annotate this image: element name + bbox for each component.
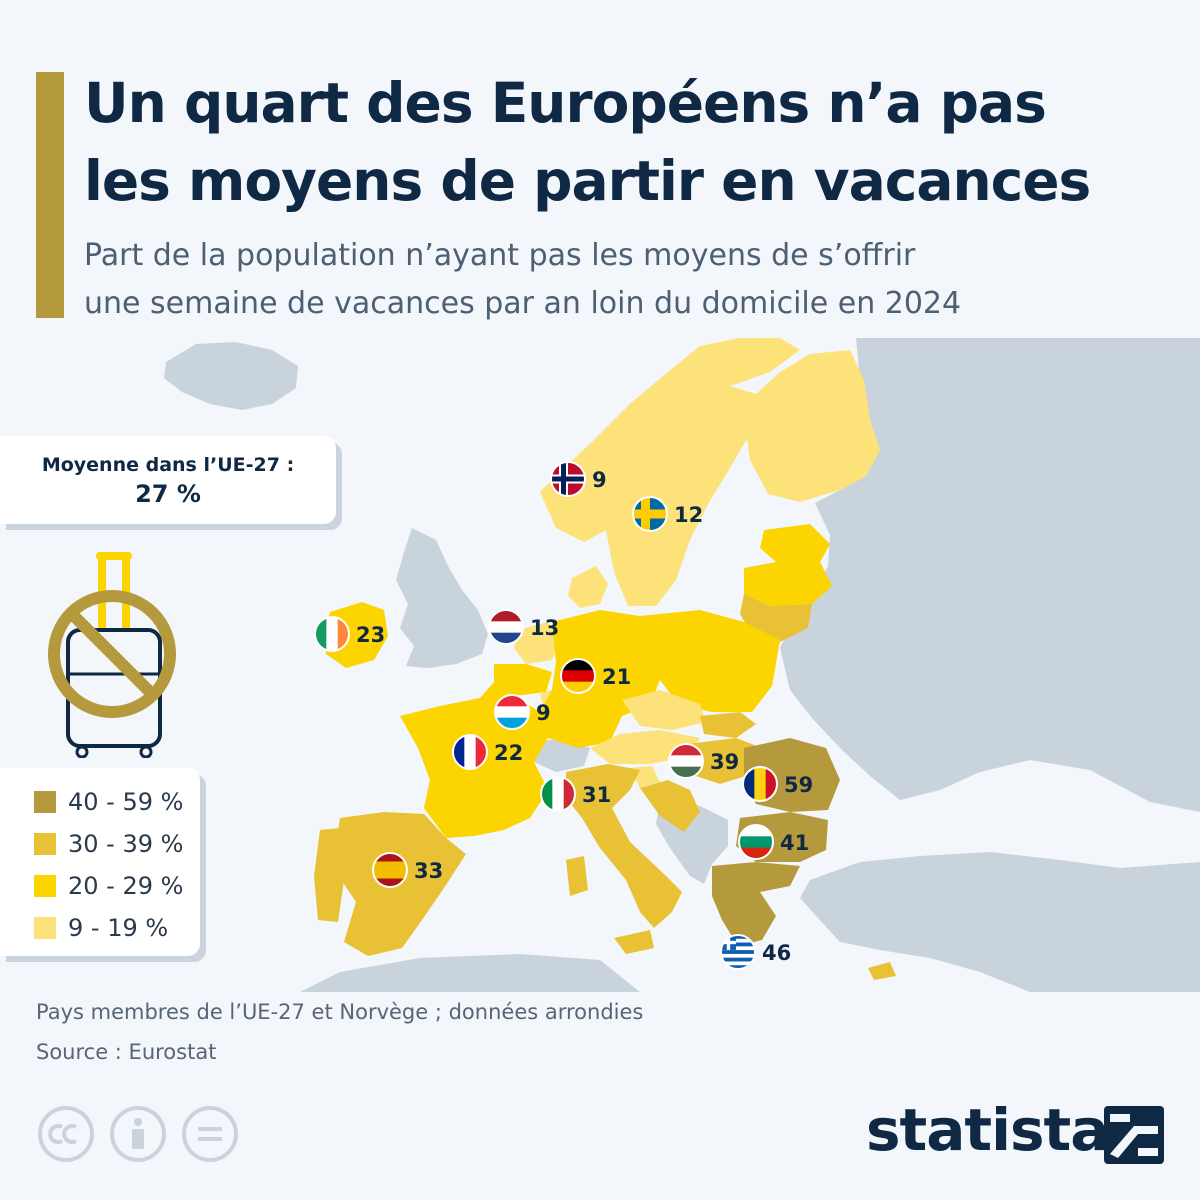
flag-ro-icon [743, 767, 777, 801]
title-accent-bar [36, 72, 64, 318]
no-suitcase-icon [48, 552, 176, 758]
flag-it-icon [541, 777, 575, 811]
country-sicily [614, 930, 654, 954]
legend-swatch [34, 917, 56, 939]
land-north-africa [300, 954, 640, 992]
value-label-se: 12 [674, 503, 703, 527]
subtitle-line-2: une semaine de vacances par an loin du d… [84, 286, 962, 321]
legend-label: 20 - 29 % [68, 872, 184, 900]
legend-item-9-19: 9 - 19 % [34, 910, 168, 946]
country-label-hu: 39 [668, 743, 739, 779]
legend-item-30-39: 30 - 39 % [34, 826, 183, 862]
country-italy [566, 764, 682, 928]
flag-lu-icon [495, 695, 529, 729]
legend-label: 30 - 39 % [68, 830, 184, 858]
country-label-nl: 13 [488, 609, 559, 645]
eu-average-value: 27 % [135, 480, 201, 508]
value-label-nl: 13 [530, 616, 559, 640]
country-label-ie: 23 [314, 616, 385, 652]
country-label-ro: 59 [742, 766, 813, 802]
country-labels: 9 12 13 23 21 9 22 39 59 31 41 33 46 [314, 461, 813, 970]
by-icon [110, 1106, 166, 1162]
europe-map: 9 12 13 23 21 9 22 39 59 31 41 33 46 [0, 338, 1200, 992]
nd-icon [182, 1106, 238, 1162]
country-hungary [688, 738, 762, 784]
country-slovakia [700, 712, 756, 738]
country-netherlands [514, 622, 560, 664]
footnote: Pays membres de l’UE-27 et Norvège ; don… [36, 1000, 644, 1024]
legend-item-40-59: 40 - 59 % [34, 784, 183, 820]
page-subtitle: Part de la population n’ayant pas les mo… [84, 232, 1184, 328]
eu-average-box: Moyenne dans l’UE-27 : 27 % [0, 436, 336, 524]
cc-icon [38, 1106, 94, 1162]
country-finland [746, 350, 880, 502]
flag-ie-icon [315, 617, 349, 651]
legend-swatch [34, 791, 56, 813]
value-label-bg: 41 [780, 831, 809, 855]
flag-de-icon [561, 659, 595, 693]
flag-fr-icon [453, 735, 487, 769]
land-turkey [800, 852, 1200, 992]
subtitle-line-1: Part de la population n’ayant pas les mo… [84, 238, 916, 273]
title-line-1: Un quart des Européens n’a pas [84, 71, 1047, 135]
country-portugal [314, 828, 344, 922]
country-czechia [622, 690, 706, 730]
country-sweden [606, 386, 756, 606]
country-label-no: 9 [550, 461, 607, 497]
license-icons [38, 1106, 238, 1162]
map-legend: 40 - 59 % 30 - 39 % 20 - 29 % 9 - 19 % [0, 768, 200, 956]
land-iceland [164, 342, 298, 410]
country-label-lu: 9 [494, 694, 551, 730]
legend-label: 40 - 59 % [68, 788, 184, 816]
land-russia-east [780, 338, 1200, 812]
country-greece [712, 862, 800, 946]
value-label-ro: 59 [784, 773, 813, 797]
statista-wordmark: statista [866, 1096, 1109, 1164]
value-label-hu: 39 [710, 750, 739, 774]
country-label-fr: 22 [452, 734, 523, 770]
country-label-se: 12 [632, 496, 703, 532]
eu-average-label: Moyenne dans l’UE-27 : [41, 454, 295, 476]
country-denmark [568, 566, 608, 608]
statista-logo-icon [1104, 1106, 1164, 1164]
country-belgium [494, 664, 552, 696]
country-estonia [760, 524, 830, 562]
value-label-de: 21 [602, 665, 631, 689]
value-label-lu: 9 [536, 701, 551, 725]
country-latvia [744, 562, 832, 606]
flag-bg-icon [739, 825, 773, 859]
title-line-2: les moyens de partir en vacances [84, 149, 1091, 213]
country-poland [640, 610, 780, 712]
value-label-fr: 22 [494, 741, 523, 765]
value-label-no: 9 [592, 468, 607, 492]
country-germany [540, 610, 660, 748]
value-label-ie: 23 [356, 623, 385, 647]
country-cyprus [868, 962, 896, 980]
legend-swatch [34, 833, 56, 855]
legend-item-20-29: 20 - 29 % [34, 868, 183, 904]
value-label-es: 33 [414, 859, 443, 883]
country-label-it: 31 [540, 776, 611, 812]
flag-hu-icon [669, 744, 703, 778]
value-label-gr: 46 [762, 941, 791, 965]
legend-swatch [34, 875, 56, 897]
country-label-de: 21 [560, 658, 631, 694]
legend-label: 9 - 19 % [68, 914, 169, 942]
country-sardinia [566, 856, 588, 896]
flag-nl-icon [489, 610, 523, 644]
land-great-britain [396, 528, 488, 668]
country-label-bg: 41 [738, 824, 809, 860]
country-label-es: 33 [372, 852, 443, 888]
page-title: Un quart des Européens n’a pas les moyen… [84, 64, 1184, 220]
source-note: Source : Eurostat [36, 1040, 217, 1064]
value-label-it: 31 [582, 783, 611, 807]
country-croatia [640, 780, 700, 832]
